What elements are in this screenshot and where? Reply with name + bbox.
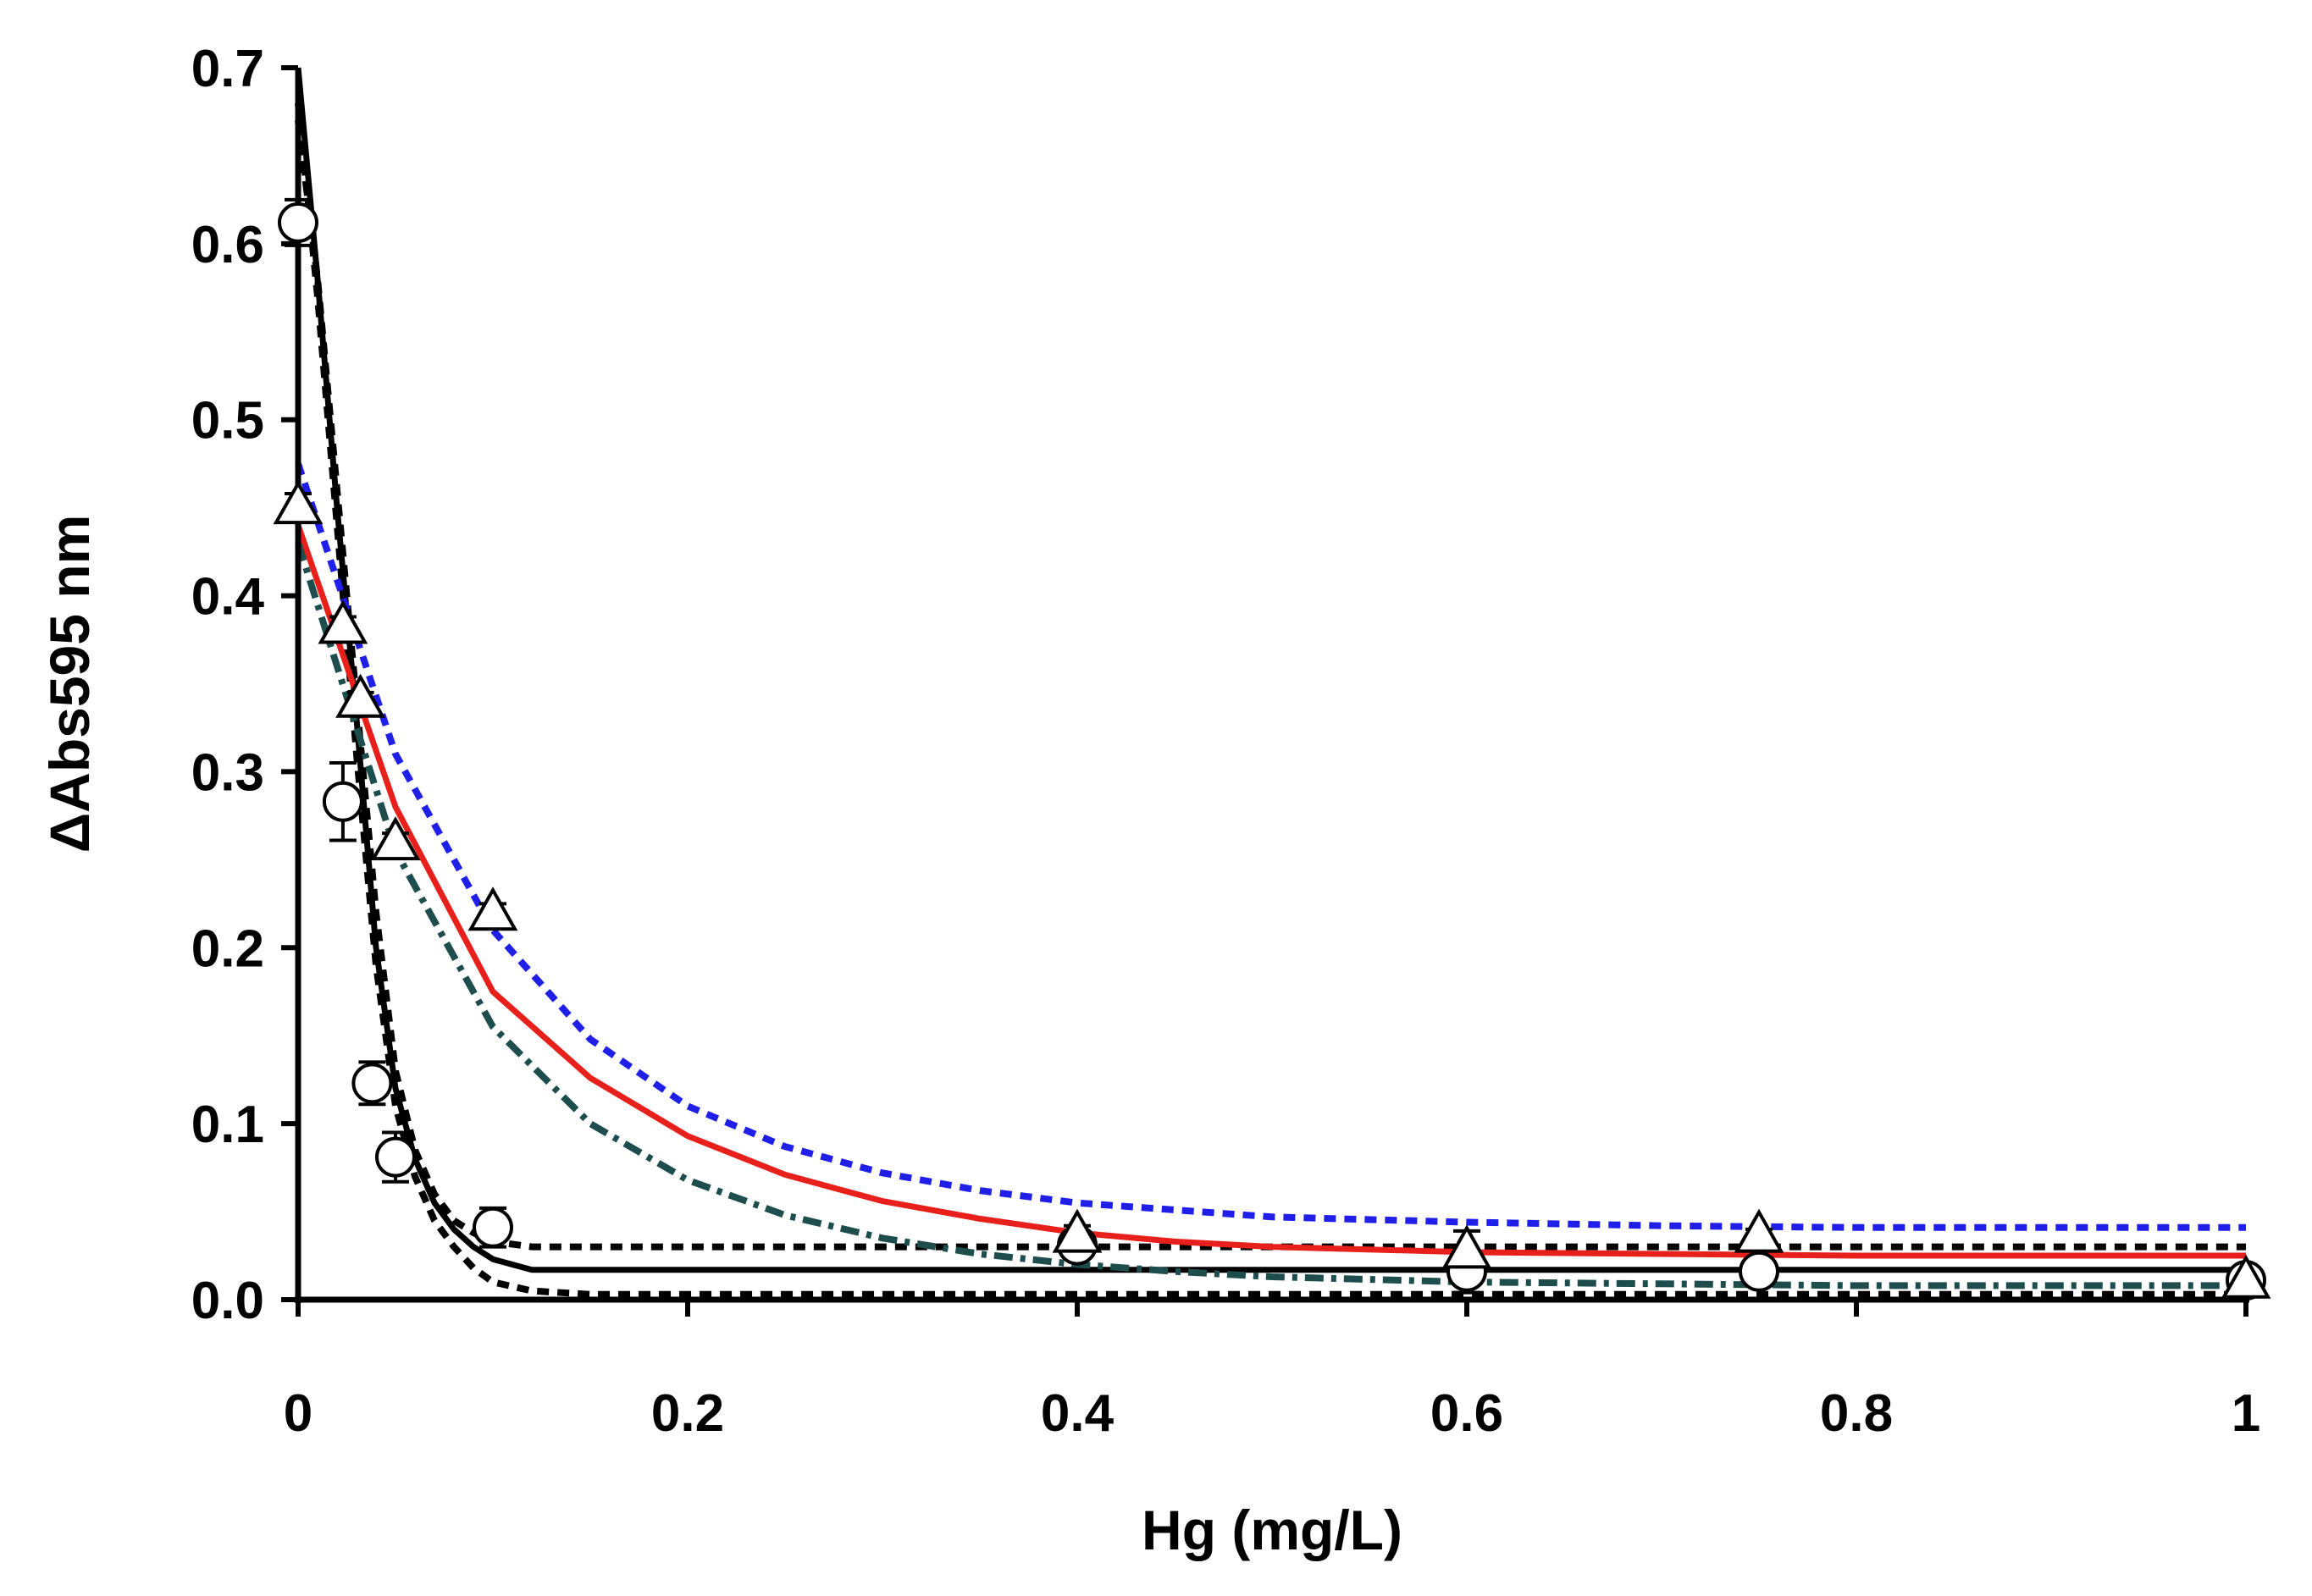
y-tick-label: 0.0 <box>191 1272 264 1330</box>
fit-curve-circles-upper-bound <box>295 119 2246 1251</box>
data-point-triangle <box>370 816 421 861</box>
fit-curve-triangles-upper-bound <box>295 462 2246 1231</box>
data-point-triangle <box>2221 1254 2271 1299</box>
fit-curve-triangles-lower-bound <box>295 541 2246 1290</box>
data-point-triangle <box>1734 1208 1784 1253</box>
x-tick-label: 1 <box>2232 1384 2260 1443</box>
data-point-circle <box>375 1136 416 1178</box>
y-tick-label: 0.5 <box>191 392 264 450</box>
data-point-circle <box>322 781 363 822</box>
x-tick-label: 0.4 <box>1041 1384 1115 1443</box>
data-point-circle <box>278 202 318 243</box>
data-point-circle <box>351 1063 393 1104</box>
data-point-circle <box>473 1207 513 1248</box>
data-point-triangle <box>318 599 368 644</box>
axes <box>281 65 2249 1317</box>
data-point-triangle <box>1441 1224 1492 1269</box>
fit-curves <box>295 67 2246 1298</box>
y-tick-label: 0.3 <box>191 743 264 802</box>
fit-curve-circles-lower-bound <box>295 102 2246 1298</box>
y-axis-title: ΔAbs595 nm <box>38 515 101 853</box>
data-point-triangle <box>467 886 518 931</box>
y-tick-label: 0.4 <box>191 568 265 627</box>
data-markers <box>273 197 2271 1301</box>
y-tick-label: 0.2 <box>191 919 264 978</box>
y-tick-label: 0.7 <box>191 40 264 98</box>
y-tick-label: 0.6 <box>191 216 264 274</box>
y-tick-label: 0.1 <box>191 1096 264 1154</box>
x-axis-title: Hg (mg/L) <box>1142 1499 1402 1561</box>
x-tick-label: 0 <box>284 1384 313 1443</box>
x-tick-label: 0.6 <box>1430 1384 1503 1443</box>
data-point-circle <box>1739 1251 1779 1292</box>
fit-curve-circles-fit <box>295 67 2246 1273</box>
data-point-triangle <box>1052 1208 1103 1253</box>
tick-labels: 0.0 0.1 0.2 0.3 0.4 0.5 0.6 0.7 0 0.2 0.4 0.6 0.8 1 <box>191 40 2260 1443</box>
fit-curve-triangles-fit <box>295 524 2246 1259</box>
x-tick-label: 0.8 <box>1820 1384 1893 1443</box>
data-point-triangle <box>273 480 324 525</box>
data-point-triangle <box>335 673 386 718</box>
x-tick-label: 0.2 <box>651 1384 724 1443</box>
